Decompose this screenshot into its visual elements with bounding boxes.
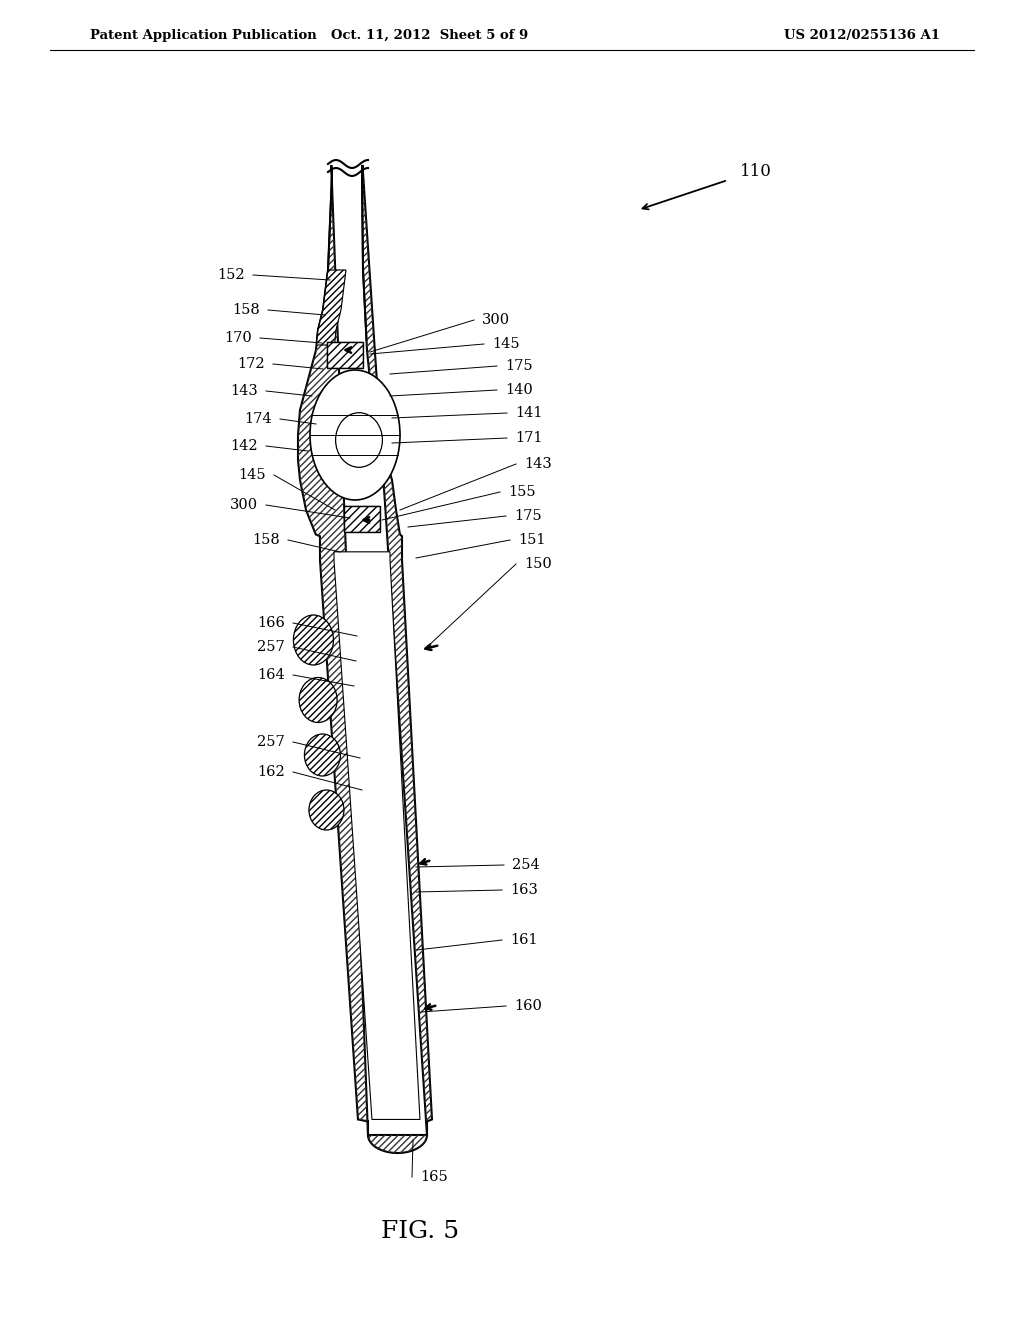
Text: 162: 162 xyxy=(257,766,285,779)
Text: 171: 171 xyxy=(515,432,543,445)
Ellipse shape xyxy=(294,615,334,665)
Text: Oct. 11, 2012  Sheet 5 of 9: Oct. 11, 2012 Sheet 5 of 9 xyxy=(332,29,528,41)
Text: 175: 175 xyxy=(514,510,542,523)
FancyBboxPatch shape xyxy=(327,342,362,368)
Text: 110: 110 xyxy=(740,164,772,181)
Text: 141: 141 xyxy=(515,407,543,420)
Text: 300: 300 xyxy=(482,313,510,327)
Text: 140: 140 xyxy=(505,383,532,397)
Text: FIG. 5: FIG. 5 xyxy=(381,1221,459,1243)
Text: 300: 300 xyxy=(229,498,258,512)
Text: 165: 165 xyxy=(420,1170,447,1184)
Text: Patent Application Publication: Patent Application Publication xyxy=(90,29,316,41)
Text: 175: 175 xyxy=(505,359,532,374)
Text: 155: 155 xyxy=(508,484,536,499)
Text: 172: 172 xyxy=(238,356,265,371)
Ellipse shape xyxy=(309,789,344,830)
Text: 254: 254 xyxy=(512,858,540,873)
Text: 150: 150 xyxy=(524,557,552,572)
Text: 158: 158 xyxy=(232,304,260,317)
Text: 161: 161 xyxy=(510,933,538,946)
Text: 151: 151 xyxy=(518,533,546,546)
Text: 152: 152 xyxy=(217,268,245,282)
Text: 174: 174 xyxy=(245,412,272,426)
Text: 158: 158 xyxy=(252,533,280,546)
Text: US 2012/0255136 A1: US 2012/0255136 A1 xyxy=(784,29,940,41)
Ellipse shape xyxy=(310,370,400,500)
Text: 145: 145 xyxy=(239,469,266,482)
Text: 257: 257 xyxy=(257,640,285,653)
Text: 257: 257 xyxy=(257,735,285,748)
Text: 170: 170 xyxy=(224,331,252,345)
Ellipse shape xyxy=(304,734,340,776)
Text: 145: 145 xyxy=(492,337,519,351)
Polygon shape xyxy=(298,165,432,1152)
Ellipse shape xyxy=(336,413,382,467)
FancyBboxPatch shape xyxy=(344,506,380,532)
Text: 142: 142 xyxy=(230,440,258,453)
Text: 160: 160 xyxy=(514,999,542,1012)
Text: 164: 164 xyxy=(257,668,285,682)
Polygon shape xyxy=(316,271,346,345)
Text: 143: 143 xyxy=(230,384,258,399)
Ellipse shape xyxy=(299,677,337,722)
Text: 163: 163 xyxy=(510,883,538,898)
Polygon shape xyxy=(334,552,420,1119)
Text: 143: 143 xyxy=(524,457,552,471)
Text: 166: 166 xyxy=(257,616,285,630)
